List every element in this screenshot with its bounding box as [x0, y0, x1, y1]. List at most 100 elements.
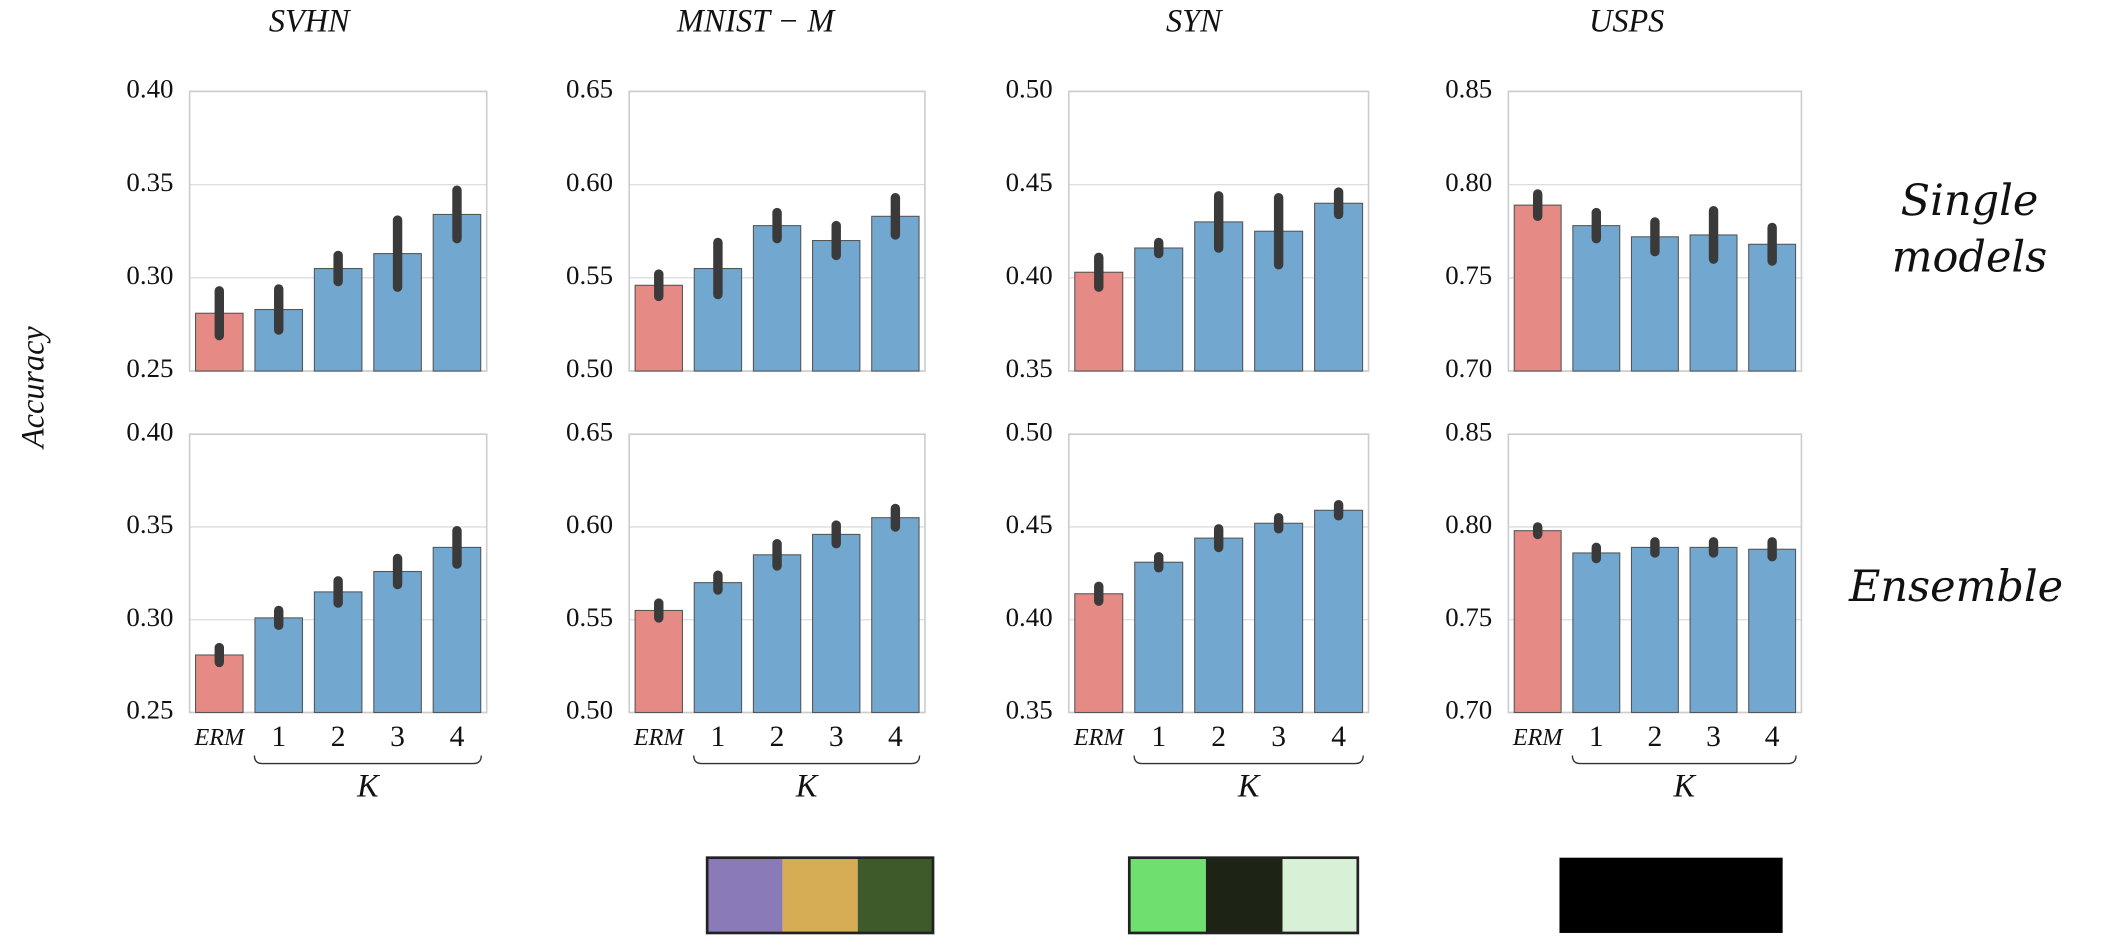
bar — [255, 618, 303, 713]
bar — [1135, 562, 1183, 712]
y-tick-label: 0.45 — [1006, 167, 1053, 197]
y-tick-label: 0.30 — [126, 602, 173, 632]
bar — [872, 518, 919, 713]
y-tick-label: 0.35 — [126, 167, 173, 197]
x-tick-label: 4 — [1765, 721, 1780, 753]
bar — [1690, 547, 1737, 712]
bar — [753, 555, 800, 713]
x-label: K — [1237, 768, 1261, 804]
y-tick-label: 0.60 — [566, 167, 613, 197]
bar — [635, 610, 682, 712]
thumbnail — [1129, 858, 1206, 933]
x-tick-label: 3 — [1271, 721, 1286, 753]
x-label: K — [1672, 768, 1696, 804]
x-tick-label: ERM — [633, 724, 686, 751]
y-tick-label: 0.50 — [566, 695, 613, 725]
y-tick-label: 0.40 — [1006, 602, 1053, 632]
bar — [1135, 248, 1183, 371]
x-tick-label: ERM — [193, 724, 246, 751]
y-tick-label: 0.40 — [126, 74, 173, 104]
bar — [433, 547, 481, 712]
thumbnail — [1559, 858, 1782, 933]
x-tick-label: 2 — [1648, 721, 1663, 753]
bar — [1631, 237, 1678, 371]
brace — [254, 756, 481, 764]
row-label: Ensemble — [1808, 558, 2104, 614]
bar — [1315, 203, 1363, 371]
row-label: Single models — [1882, 172, 2057, 285]
bar — [1075, 594, 1123, 713]
y-label: Accuracy — [15, 326, 51, 450]
y-tick-label: 0.50 — [566, 353, 613, 383]
row-label-box: Single models — [1849, 172, 2091, 306]
x-tick-label: 4 — [1331, 721, 1346, 753]
bar — [694, 583, 741, 713]
y-tick-label: 0.85 — [1445, 74, 1492, 104]
y-tick-label: 0.50 — [1006, 416, 1053, 446]
x-label: K — [356, 768, 380, 804]
y-tick-label: 0.75 — [1445, 260, 1492, 290]
y-tick-label: 0.65 — [566, 416, 613, 446]
y-tick-label: 0.35 — [126, 509, 173, 539]
y-tick-label: 0.75 — [1445, 602, 1492, 632]
y-tick-label: 0.70 — [1445, 353, 1492, 383]
bar — [1514, 531, 1561, 713]
thumbnail — [1283, 858, 1358, 933]
x-tick-label: 2 — [331, 721, 346, 753]
bar — [1514, 205, 1561, 371]
y-tick-label: 0.65 — [566, 74, 613, 104]
chart-title: MNIST − M — [676, 3, 836, 39]
y-tick-label: 0.35 — [1006, 695, 1053, 725]
bar — [374, 572, 422, 713]
x-label: K — [795, 768, 819, 804]
bar — [1573, 226, 1620, 371]
thumbnails — [707, 858, 1782, 933]
bar — [1749, 549, 1796, 712]
y-tick-label: 0.40 — [1006, 260, 1053, 290]
y-tick-label: 0.60 — [566, 509, 613, 539]
chart-title: SYN — [1166, 3, 1223, 39]
y-tick-label: 0.55 — [566, 260, 613, 290]
x-tick-label: 4 — [450, 721, 465, 753]
y-tick-label: 0.80 — [1445, 167, 1492, 197]
bar — [1631, 547, 1678, 712]
chart-title: SVHN — [269, 3, 351, 39]
x-tick-label: 4 — [888, 721, 903, 753]
y-tick-label: 0.35 — [1006, 353, 1053, 383]
y-tick-label: 0.40 — [126, 416, 173, 446]
thumbnail — [858, 858, 933, 933]
x-tick-label: ERM — [1512, 724, 1565, 751]
x-tick-label: 3 — [1706, 721, 1721, 753]
thumbnail — [782, 858, 857, 933]
x-tick-label: ERM — [1073, 724, 1126, 751]
page: Accuracy Single models Ensemble 0.25 0.30… — [0, 0, 2108, 942]
bar — [753, 226, 800, 371]
y-tick-label: 0.30 — [126, 260, 173, 290]
bar — [1195, 538, 1243, 712]
bar — [1315, 510, 1363, 712]
brace — [1134, 756, 1363, 764]
y-tick-label: 0.55 — [566, 602, 613, 632]
bar — [1573, 553, 1620, 713]
y-tick-label: 0.80 — [1445, 509, 1492, 539]
y-tick-label: 0.70 — [1445, 695, 1492, 725]
thumbnail — [1206, 858, 1283, 933]
x-tick-label: 2 — [1211, 721, 1226, 753]
y-tick-label: 0.50 — [1006, 74, 1053, 104]
x-tick-label: 1 — [1151, 721, 1166, 753]
bar — [813, 534, 860, 712]
bar — [1255, 523, 1303, 712]
row-label-box: Ensemble — [1808, 558, 2104, 625]
x-tick-label: 1 — [711, 721, 726, 753]
x-tick-label: 3 — [390, 721, 405, 753]
x-tick-label: 3 — [829, 721, 844, 753]
y-tick-label: 0.25 — [126, 695, 173, 725]
thumbnail — [707, 858, 782, 933]
x-tick-label: 1 — [1589, 721, 1604, 753]
y-tick-label: 0.25 — [126, 353, 173, 383]
y-tick-label: 0.45 — [1006, 509, 1053, 539]
figure: Accuracy Single models Ensemble 0.25 0.30… — [0, 0, 2108, 937]
brace — [1572, 756, 1796, 764]
x-tick-label: 2 — [770, 721, 785, 753]
chart-title: USPS — [1589, 3, 1664, 39]
